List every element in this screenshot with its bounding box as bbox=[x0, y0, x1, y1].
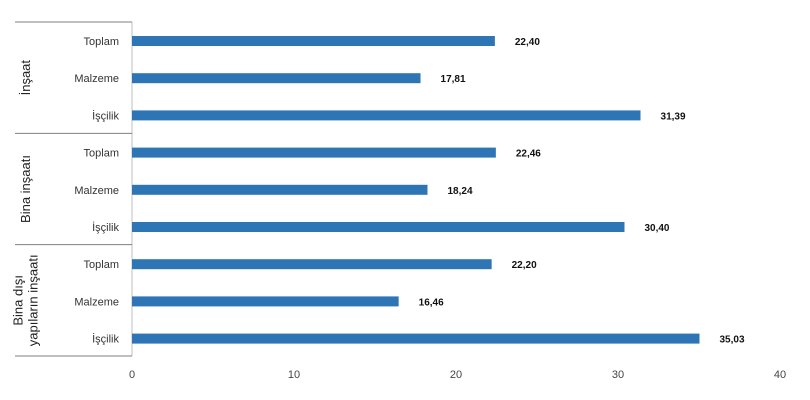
category-label: İşçilik bbox=[92, 333, 119, 346]
bar bbox=[132, 36, 495, 46]
bar bbox=[132, 110, 641, 121]
x-tick-label: 30 bbox=[612, 369, 624, 381]
group-label: İnşaat bbox=[18, 60, 33, 96]
category-label: Toplam bbox=[84, 36, 119, 48]
category-label: Toplam bbox=[84, 148, 119, 160]
value-label: 22,20 bbox=[512, 260, 537, 271]
category-label: Malzeme bbox=[74, 73, 119, 85]
value-label: 18,24 bbox=[447, 186, 472, 197]
category-label: Malzeme bbox=[74, 296, 119, 308]
bar bbox=[132, 333, 700, 344]
category-label: Toplam bbox=[84, 259, 119, 271]
bar bbox=[132, 147, 496, 158]
x-tick-label: 0 bbox=[129, 369, 135, 381]
bar bbox=[132, 222, 625, 232]
category-label: İşçilik bbox=[92, 109, 119, 122]
x-tick-label: 40 bbox=[774, 369, 786, 381]
bar bbox=[132, 73, 421, 84]
group-label: Bina inşaatı bbox=[18, 155, 33, 223]
value-label: 22,46 bbox=[516, 149, 541, 160]
value-label: 31,39 bbox=[661, 111, 686, 122]
value-label: 30,40 bbox=[644, 223, 669, 234]
value-label: 35,03 bbox=[719, 335, 744, 346]
group-label: yapıların inşaatı bbox=[26, 254, 41, 346]
category-label: İşçilik bbox=[92, 221, 119, 234]
bar bbox=[132, 184, 428, 195]
bars-layer bbox=[132, 36, 700, 344]
value-label: 17,81 bbox=[441, 74, 466, 85]
x-tick-label: 20 bbox=[450, 369, 462, 381]
bar bbox=[132, 296, 399, 307]
category-label: Malzeme bbox=[74, 185, 119, 197]
value-label: 16,46 bbox=[419, 297, 444, 308]
x-tick-label: 10 bbox=[288, 369, 300, 381]
group-label: Bina dışı bbox=[11, 275, 26, 326]
value-label: 22,40 bbox=[515, 37, 540, 48]
bar bbox=[132, 259, 492, 270]
labels-layer: 0 10 20 30 40 Toplam 22,40 Malzeme 17,81 İşçilik 3… bbox=[11, 36, 787, 381]
